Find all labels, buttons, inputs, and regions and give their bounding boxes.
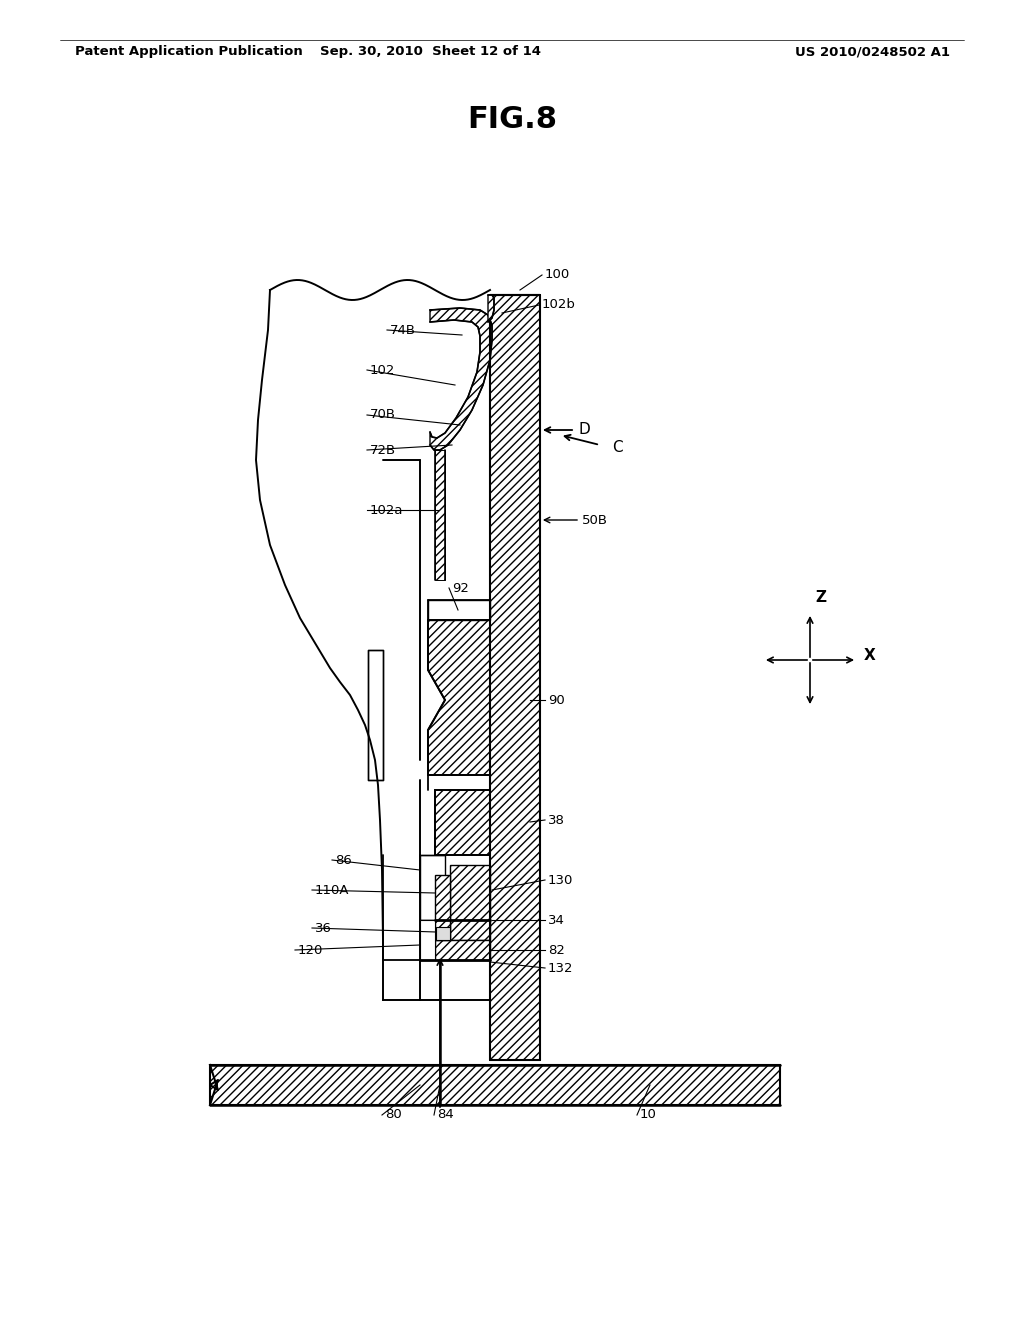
Text: 120: 120 bbox=[298, 944, 324, 957]
Text: 38: 38 bbox=[548, 813, 565, 826]
Text: 82: 82 bbox=[548, 944, 565, 957]
Text: 70B: 70B bbox=[370, 408, 396, 421]
Text: Sep. 30, 2010  Sheet 12 of 14: Sep. 30, 2010 Sheet 12 of 14 bbox=[319, 45, 541, 58]
Polygon shape bbox=[436, 927, 450, 940]
Polygon shape bbox=[428, 620, 490, 775]
Text: 74B: 74B bbox=[390, 323, 416, 337]
Text: Patent Application Publication: Patent Application Publication bbox=[75, 45, 303, 58]
Text: 102: 102 bbox=[370, 363, 395, 376]
Polygon shape bbox=[488, 294, 494, 322]
Text: US 2010/0248502 A1: US 2010/0248502 A1 bbox=[795, 45, 950, 58]
Text: 102b: 102b bbox=[542, 298, 575, 312]
Polygon shape bbox=[490, 294, 540, 1060]
Text: 130: 130 bbox=[548, 874, 573, 887]
Text: 80: 80 bbox=[385, 1109, 401, 1122]
Polygon shape bbox=[428, 601, 490, 620]
Text: 90: 90 bbox=[548, 693, 565, 706]
Text: 72B: 72B bbox=[370, 444, 396, 457]
Text: 110A: 110A bbox=[315, 883, 349, 896]
Text: 100: 100 bbox=[545, 268, 570, 281]
Polygon shape bbox=[435, 940, 490, 960]
Polygon shape bbox=[210, 1065, 780, 1105]
Polygon shape bbox=[420, 855, 445, 920]
Text: 92: 92 bbox=[452, 582, 469, 594]
Polygon shape bbox=[368, 649, 383, 780]
Polygon shape bbox=[420, 920, 435, 960]
Text: FIG.8: FIG.8 bbox=[467, 106, 557, 135]
Text: 10: 10 bbox=[640, 1109, 656, 1122]
Polygon shape bbox=[450, 865, 490, 940]
Text: 36: 36 bbox=[315, 921, 332, 935]
Text: 34: 34 bbox=[548, 913, 565, 927]
Polygon shape bbox=[435, 450, 445, 579]
Text: 86: 86 bbox=[335, 854, 352, 866]
Text: Z: Z bbox=[815, 590, 826, 606]
Text: 84: 84 bbox=[437, 1109, 454, 1122]
Polygon shape bbox=[435, 789, 490, 855]
Text: 132: 132 bbox=[548, 961, 573, 974]
Text: C: C bbox=[612, 441, 623, 455]
Polygon shape bbox=[435, 875, 450, 940]
Text: 102a: 102a bbox=[370, 503, 403, 516]
Text: D: D bbox=[578, 422, 590, 437]
Polygon shape bbox=[430, 308, 492, 450]
Text: X: X bbox=[864, 648, 876, 664]
Text: 50B: 50B bbox=[582, 513, 608, 527]
